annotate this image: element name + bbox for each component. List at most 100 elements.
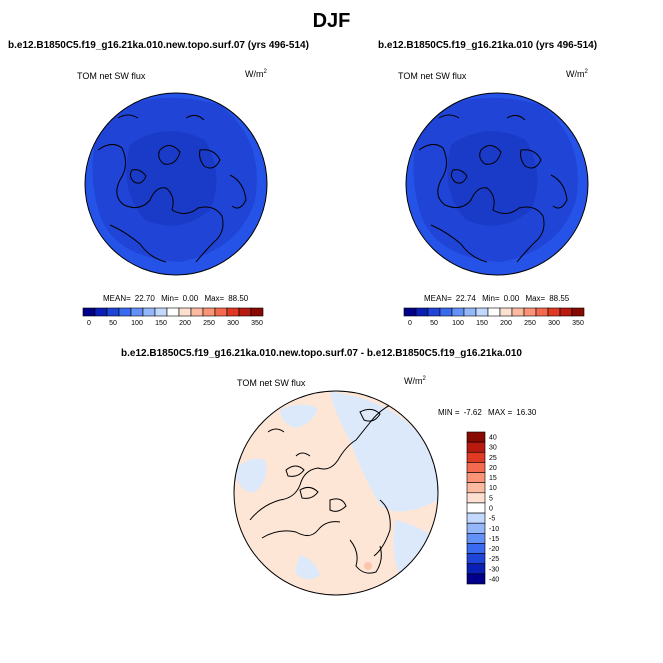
diff-colorbar-tick-label: 20: [489, 465, 497, 472]
panel-2-colorbar-box: [511, 307, 525, 317]
panel-1-colorbar-box: [214, 307, 228, 317]
diff-colorbar-box: [466, 482, 486, 494]
diff-colorbar-tick-label: 30: [489, 445, 497, 452]
diff-colorbar-tick-label: 5: [489, 495, 493, 502]
panel-1-colorbar-box: [142, 307, 156, 317]
diff-colorbar-box: [466, 553, 486, 565]
diff-colorbar-box: [466, 431, 486, 443]
panel-2-colorbar-tick-label: 0: [408, 320, 412, 327]
diff-negative-region-ne: [330, 392, 438, 512]
panel-1-colorbar-tick-label: 250: [203, 320, 215, 327]
diff-colorbar-tick-label: -20: [489, 546, 499, 553]
panel-1-variable-label: TOM net SW flux: [77, 71, 146, 81]
panel-2-colorbar-tick-label: 50: [430, 320, 438, 327]
panel-1-colorbar: 0 50 100 150 200 250 300 350: [82, 307, 264, 327]
diff-colorbar-tick-label: 15: [489, 475, 497, 482]
diff-colorbar-box: [466, 533, 486, 544]
panel-1-colorbar-box: [178, 307, 192, 317]
panel-2-colorbar-box: [487, 307, 501, 317]
panel-1-stats: MEAN= 22.70 Min= 0.00 Max= 88.50: [103, 294, 249, 303]
diff-negative-region-w: [234, 458, 267, 493]
panel-1-colorbar-box: [190, 307, 204, 317]
panel-2-colorbar-box: [475, 307, 489, 317]
diff-colorbar-box: [466, 522, 486, 534]
panel-2-colorbar-box: [463, 307, 477, 317]
panel-2-colorbar-tick-label: 200: [500, 320, 512, 327]
diff-colorbar: 40 30 25 20 15 10 5 0 -5 -10 -15 -20 -25 -30 -40: [466, 431, 499, 585]
diff-colorbar-tick-label: -40: [489, 576, 499, 583]
diff-colorbar-box: [466, 492, 486, 504]
panel-2-colorbar-tick-label: 100: [452, 320, 464, 327]
panel-1-coastlines: [97, 114, 247, 263]
panel-1-colorbar-box: [82, 307, 96, 317]
panel-1-units: W/m2: [245, 69, 267, 79]
diff-panel-variable-label: TOM net SW flux: [237, 378, 306, 388]
panel-1-map: [84, 92, 268, 276]
panel-1-colorbar-box: [94, 307, 108, 317]
diff-colorbar-box: [466, 543, 486, 554]
diff-colorbar-box: [466, 451, 486, 463]
panel-2-title: b.e12.B1850C5.f19_g16.21ka.010 (yrs 496-…: [378, 40, 598, 51]
diff-colorbar-tick-label: -25: [489, 556, 499, 563]
panel-1-colorbar-box: [226, 307, 240, 317]
diff-colorbar-box: [466, 502, 486, 514]
panel-1-colorbar-tick-label: 300: [227, 320, 239, 327]
diff-colorbar-tick-label: -5: [489, 516, 495, 523]
diff-colorbar-box: [466, 441, 486, 453]
panel-2-colorbar-tick-label: 150: [476, 320, 488, 327]
panel-2-colorbar-box: [427, 307, 441, 317]
diff-colorbar-tick-label: 25: [489, 455, 497, 462]
panel-2-colorbar-box: [451, 307, 465, 317]
figure-title: DJF: [312, 10, 351, 32]
panel-1-title: b.e12.B1850C5.f19_g16.21ka.010.new.topo.…: [8, 40, 309, 51]
panel-2-colorbar-box: [439, 307, 453, 317]
panel-2-colorbar-tick-label: 300: [548, 320, 560, 327]
diff-colorbar-tick-label: 40: [489, 435, 497, 442]
panel-2-units: W/m2: [566, 69, 588, 79]
panel-1-colorbar-tick-label: 350: [251, 320, 263, 327]
panel-1-colorbar-box: [166, 307, 180, 317]
diff-coastlines: [249, 403, 393, 574]
panel-2-colorbar-box: [535, 307, 549, 317]
panel-2-variable-label: TOM net SW flux: [398, 71, 467, 81]
diff-colorbar-box: [466, 512, 486, 524]
panel-1-colorbar-tick-label: 200: [179, 320, 191, 327]
diff-colorbar-tick-label: -30: [489, 566, 499, 573]
panel-2-map: [405, 92, 589, 276]
panel-1-colorbar-box: [118, 307, 132, 317]
diff-map: [233, 390, 439, 596]
panel-2-colorbar-box: [415, 307, 429, 317]
panel-1-colorbar-tick-label: 100: [131, 320, 143, 327]
panel-2-colorbar-box: [559, 307, 573, 317]
diff-colorbar-tick-label: -15: [489, 536, 499, 543]
diff-panel-title: b.e12.B1850C5.f19_g16.21ka.010.new.topo.…: [121, 348, 522, 359]
panel-1-colorbar-box: [130, 307, 144, 317]
panel-1-colorbar-box: [238, 307, 252, 317]
diff-colorbar-box: [466, 462, 486, 473]
panel-2-colorbar-box: [547, 307, 561, 317]
panel-1-colorbar-box: [202, 307, 216, 317]
diff-colorbar-box: [466, 563, 486, 575]
diff-colorbar-tick-label: 10: [489, 485, 497, 492]
panel-2-colorbar-tick-label: 250: [524, 320, 536, 327]
panel-1-colorbar-box: [250, 307, 264, 317]
panel-2-colorbar: 0 50 100 150 200 250 300 350: [403, 307, 585, 327]
panel-1-colorbar-tick-label: 150: [155, 320, 167, 327]
diff-colorbar-tick-label: 0: [489, 506, 493, 513]
diff-colorbar-box: [466, 472, 486, 483]
panel-2-colorbar-box: [499, 307, 513, 317]
panel-1-colorbar-box: [154, 307, 168, 317]
diff-positive-spot: [364, 562, 372, 570]
panel-1-colorbar-box: [106, 307, 120, 317]
panel-2-coastlines: [418, 114, 568, 263]
diff-negative-region-n: [280, 404, 318, 428]
panel-1-colorbar-tick-label: 0: [87, 320, 91, 327]
diff-colorbar-box: [466, 573, 486, 585]
diff-panel-stats: MIN = -7.62 MAX = 16.30: [438, 408, 537, 417]
panel-2-colorbar-box: [523, 307, 537, 317]
panel-1-colorbar-tick-label: 50: [109, 320, 117, 327]
diff-panel-units: W/m2: [404, 376, 426, 386]
diff-colorbar-tick-label: -10: [489, 526, 499, 533]
panel-2-colorbar-tick-label: 350: [572, 320, 584, 327]
